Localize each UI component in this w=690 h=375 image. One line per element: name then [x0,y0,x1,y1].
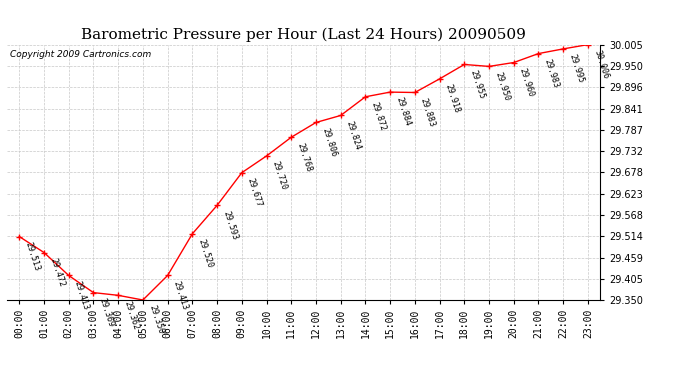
Text: 29.513: 29.513 [23,241,41,272]
Text: 29.960: 29.960 [518,67,535,98]
Text: 29.983: 29.983 [542,58,560,89]
Text: 29.520: 29.520 [197,238,215,269]
Text: 29.768: 29.768 [295,141,313,173]
Text: 29.369: 29.369 [97,297,115,328]
Text: 30.006: 30.006 [592,49,610,80]
Text: 29.872: 29.872 [370,101,387,132]
Text: 29.350: 29.350 [147,304,165,336]
Text: 29.950: 29.950 [493,70,511,102]
Text: 29.677: 29.677 [246,177,264,208]
Title: Barometric Pressure per Hour (Last 24 Hours) 20090509: Barometric Pressure per Hour (Last 24 Ho… [81,28,526,42]
Text: 29.413: 29.413 [172,280,190,311]
Text: 29.720: 29.720 [270,160,288,191]
Text: 29.955: 29.955 [469,69,486,100]
Text: 29.472: 29.472 [48,256,66,288]
Text: 29.824: 29.824 [345,120,363,151]
Text: 29.362: 29.362 [122,300,140,331]
Text: 29.918: 29.918 [444,83,462,114]
Text: 29.995: 29.995 [567,53,585,84]
Text: 29.883: 29.883 [419,97,437,128]
Text: Copyright 2009 Cartronics.com: Copyright 2009 Cartronics.com [10,50,151,59]
Text: 29.413: 29.413 [73,280,90,311]
Text: 29.593: 29.593 [221,210,239,241]
Text: 29.806: 29.806 [320,127,338,158]
Text: 29.884: 29.884 [394,96,412,128]
